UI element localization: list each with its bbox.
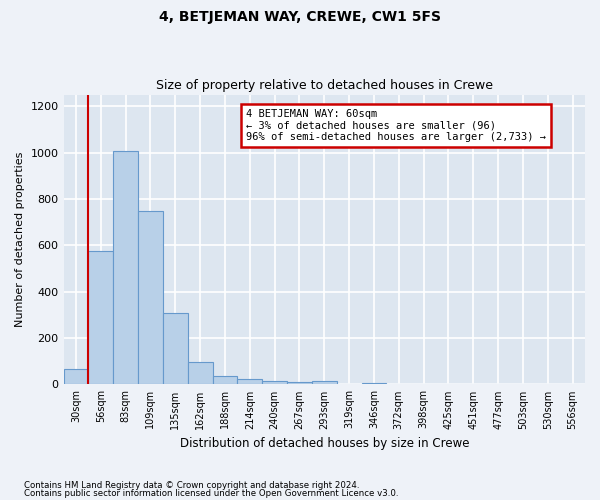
Text: 4, BETJEMAN WAY, CREWE, CW1 5FS: 4, BETJEMAN WAY, CREWE, CW1 5FS (159, 10, 441, 24)
Bar (212, 376, 238, 384)
Title: Size of property relative to detached houses in Crewe: Size of property relative to detached ho… (156, 79, 493, 92)
Bar (312, 381, 337, 384)
Bar (238, 378, 262, 384)
Text: Contains HM Land Registry data © Crown copyright and database right 2024.: Contains HM Land Registry data © Crown c… (24, 481, 359, 490)
X-axis label: Distribution of detached houses by size in Crewe: Distribution of detached houses by size … (179, 437, 469, 450)
Bar (287, 382, 312, 384)
Bar (113, 152, 138, 384)
Text: Contains public sector information licensed under the Open Government Licence v3: Contains public sector information licen… (24, 488, 398, 498)
Bar (262, 381, 287, 384)
Bar (64, 370, 88, 384)
Text: 4 BETJEMAN WAY: 60sqm
← 3% of detached houses are smaller (96)
96% of semi-detac: 4 BETJEMAN WAY: 60sqm ← 3% of detached h… (246, 109, 546, 142)
Bar (88, 251, 113, 384)
Bar (188, 362, 212, 384)
Y-axis label: Number of detached properties: Number of detached properties (15, 152, 25, 327)
Bar (163, 312, 188, 384)
Bar (138, 210, 163, 384)
